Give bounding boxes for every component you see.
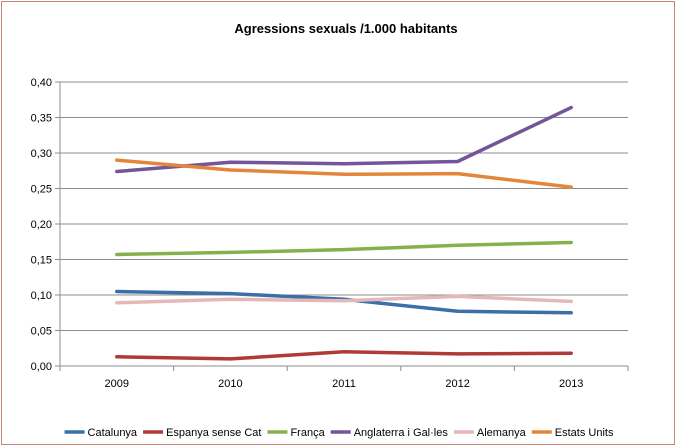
legend: Catalunya Espanya sense Cat França Anglater… <box>64 427 614 439</box>
legend-label: Estats Units <box>555 427 614 439</box>
series-line <box>115 294 573 305</box>
legend-label: França <box>290 427 325 439</box>
chart-title: Agressions sexuals /1.000 habitants <box>234 21 457 36</box>
y-tick-label: 0,05 <box>31 326 52 338</box>
legend-label: Alemanya <box>477 427 527 439</box>
y-tick-label: 0,15 <box>31 255 52 267</box>
series-lines <box>115 105 573 361</box>
gridlines <box>60 81 628 331</box>
y-tick-label: 0,10 <box>31 290 52 302</box>
y-tick-labels: 0,00 0,05 0,10 0,15 0,20 0,25 0,30 0,35 0,40 <box>31 77 52 373</box>
y-tick-label: 0,25 <box>31 184 52 196</box>
axes <box>55 81 629 371</box>
legend-label: Catalunya <box>88 427 138 439</box>
x-tick-label: 2011 <box>332 378 356 390</box>
series-line <box>115 158 573 189</box>
y-tick-label: 0,20 <box>31 219 52 231</box>
y-tick-label: 0,00 <box>31 361 52 373</box>
legend-label: Anglaterra i Gal·les <box>354 427 449 439</box>
legend-label: Espanya sense Cat <box>166 427 261 439</box>
series-line <box>115 240 573 257</box>
x-tick-labels: 2009 2010 2011 2012 2013 <box>105 378 584 390</box>
y-tick-label: 0,35 <box>31 113 52 125</box>
y-tick-label: 0,40 <box>31 77 52 89</box>
x-tick-label: 2012 <box>445 378 469 390</box>
x-tick-label: 2010 <box>218 378 242 390</box>
x-tick-label: 2013 <box>559 378 583 390</box>
x-tick-label: 2009 <box>105 378 129 390</box>
y-tick-label: 0,30 <box>31 148 52 160</box>
series-line <box>115 350 573 361</box>
